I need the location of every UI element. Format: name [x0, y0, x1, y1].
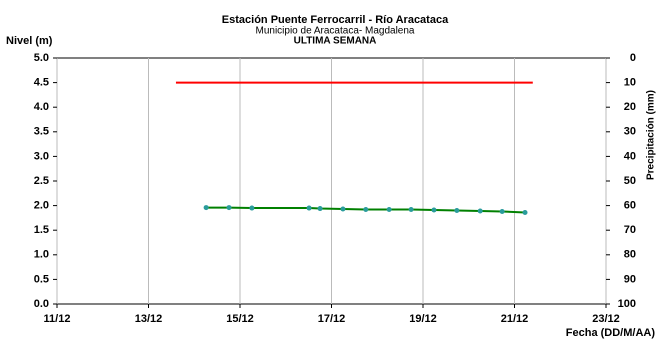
y2-tick-label: 70 [624, 224, 636, 236]
y2-tick-label: 0 [630, 52, 636, 64]
data-point [477, 208, 483, 214]
y2-tick-label: 80 [624, 249, 636, 261]
x-tick-label: 11/12 [44, 313, 71, 325]
y-tick-label: 3.0 [34, 150, 49, 162]
y2-tick-label: 40 [624, 150, 636, 162]
data-point [340, 206, 346, 212]
y-tick-label: 2.0 [34, 200, 49, 212]
x-tick-label: 19/12 [409, 313, 437, 325]
y2-tick-label: 50 [624, 175, 636, 187]
data-point [499, 209, 505, 215]
x-axis-label: Fecha (DD/M/AA) [566, 327, 656, 339]
y2-tick-label: 100 [618, 298, 636, 310]
data-point [226, 205, 232, 211]
y2-axis-label: Precipitación (mm) [646, 90, 657, 180]
x-tick-label: 13/12 [135, 313, 163, 325]
y2-tick-label: 20 [624, 101, 636, 113]
y2-tick-label: 10 [624, 77, 636, 89]
data-point [408, 207, 414, 213]
x-tick-label: 21/12 [501, 313, 529, 325]
y2-tick-label: 60 [624, 200, 636, 212]
y-tick-label: 5.0 [34, 52, 49, 64]
x-tick-label: 15/12 [226, 313, 254, 325]
y-tick-label: 1.5 [34, 224, 49, 236]
x-tick-label: 23/12 [592, 313, 620, 325]
data-point [454, 208, 460, 214]
data-point [203, 205, 209, 211]
y-axis-label: Nivel (m) [6, 35, 53, 47]
x-tick-label: 17/12 [318, 313, 346, 325]
data-point [317, 206, 323, 212]
data-point [249, 205, 255, 211]
y2-tick-label: 90 [624, 273, 636, 285]
y-tick-label: 1.0 [34, 249, 49, 261]
y-tick-label: 2.5 [34, 175, 49, 187]
series-line [206, 206, 526, 214]
data-point [363, 207, 369, 213]
chart-subtitle: ULTIMA SEMANA [294, 36, 377, 47]
y-tick-label: 4.5 [34, 77, 49, 89]
y-tick-label: 4.0 [34, 101, 49, 113]
y-tick-label: 0.5 [34, 273, 49, 285]
y-tick-label: 3.5 [34, 126, 49, 138]
y2-tick-label: 30 [624, 126, 636, 138]
data-point [306, 205, 312, 211]
chart-subtitle: Municipio de Aracataca- Magdalena [256, 26, 415, 37]
y-tick-label: 0.0 [34, 298, 49, 310]
chart-title: Estación Puente Ferrocarril - Río Aracat… [222, 14, 449, 26]
data-point [386, 207, 392, 213]
data-point [431, 207, 437, 213]
data-point [522, 209, 528, 215]
